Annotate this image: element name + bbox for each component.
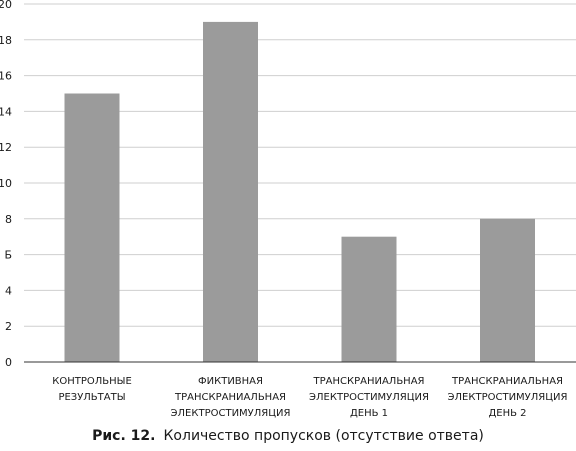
- x-category-label-line: КОНТРОЛЬНЫЕ: [52, 376, 132, 387]
- bar: [341, 236, 397, 362]
- bars: [64, 21, 535, 363]
- bar: [203, 21, 258, 363]
- bar-chart: 0 2 4 Б 8 10 12 14 16 18 20 КОНТРОЛЬНЫЕ РЕЗУЛЬТАТЫ Ф…: [0, 0, 576, 419]
- y-tick-label: 10: [0, 177, 12, 190]
- x-category-label-line: ФИКТИВНАЯ: [198, 376, 263, 387]
- bar: [64, 93, 120, 362]
- caption-text: Количество пропусков (отсутствие ответа): [163, 428, 484, 444]
- y-axis-ticks: 0 2 4 Б 8 10 12 14 16 18 20: [0, 0, 12, 369]
- x-category-label: ФИКТИВНАЯ ТРАНСКРАНИАЛЬНАЯ ЭЛЕКТРОСТИМУЛЯЦ…: [171, 376, 291, 419]
- x-category-label: ТРАНСКРАНИАЛЬНАЯ ЭЛЕКТРОСТИМУЛЯЦИЯ ДЕНЬ 1: [309, 376, 429, 419]
- y-tick-label: 8: [5, 213, 12, 226]
- x-category-label-line: ТРАНСКРАНИАЛЬНАЯ: [313, 376, 425, 387]
- x-category-label: КОНТРОЛЬНЫЕ РЕЗУЛЬТАТЫ: [52, 376, 132, 403]
- x-category-label-line: ДЕНЬ 1: [350, 408, 388, 419]
- y-tick-label: 20: [0, 0, 12, 11]
- y-tick-label: 2: [5, 320, 12, 333]
- x-category-label: ТРАНСКРАНИАЛЬНАЯ ЭЛЕКТРОСТИМУЛЯЦИЯ ДЕНЬ 2: [448, 376, 568, 419]
- x-category-label-line: ТРАНСКРАНИАЛЬНАЯ: [451, 376, 563, 387]
- x-category-label-line: ЭЛЕКТРОСТИМУЛЯЦИЯ: [171, 408, 291, 419]
- x-category-label-line: ЭЛЕКТРОСТИМУЛЯЦИЯ: [448, 392, 568, 403]
- figure-caption: Рис. 12. Количество пропусков (отсутствие…: [0, 428, 576, 444]
- y-tick-label: 18: [0, 34, 12, 47]
- y-tick-label: 16: [0, 70, 12, 83]
- y-tick-label: 0: [5, 356, 12, 369]
- x-category-label-line: ЭЛЕКТРОСТИМУЛЯЦИЯ: [309, 392, 429, 403]
- y-tick-label: Б: [4, 249, 12, 262]
- figure-number: Рис. 12.: [92, 428, 156, 444]
- x-category-label-line: ТРАНСКРАНИАЛЬНАЯ: [174, 392, 286, 403]
- y-tick-label: 12: [0, 141, 12, 154]
- x-axis-category-labels: КОНТРОЛЬНЫЕ РЕЗУЛЬТАТЫ ФИКТИВНАЯ ТРАНСКРАНИ…: [52, 376, 567, 419]
- y-tick-label: 14: [0, 105, 12, 118]
- x-category-label-line: РЕЗУЛЬТАТЫ: [58, 392, 125, 403]
- y-tick-label: 4: [5, 284, 12, 297]
- x-category-label-line: ДЕНЬ 2: [488, 408, 526, 419]
- bar: [480, 218, 535, 362]
